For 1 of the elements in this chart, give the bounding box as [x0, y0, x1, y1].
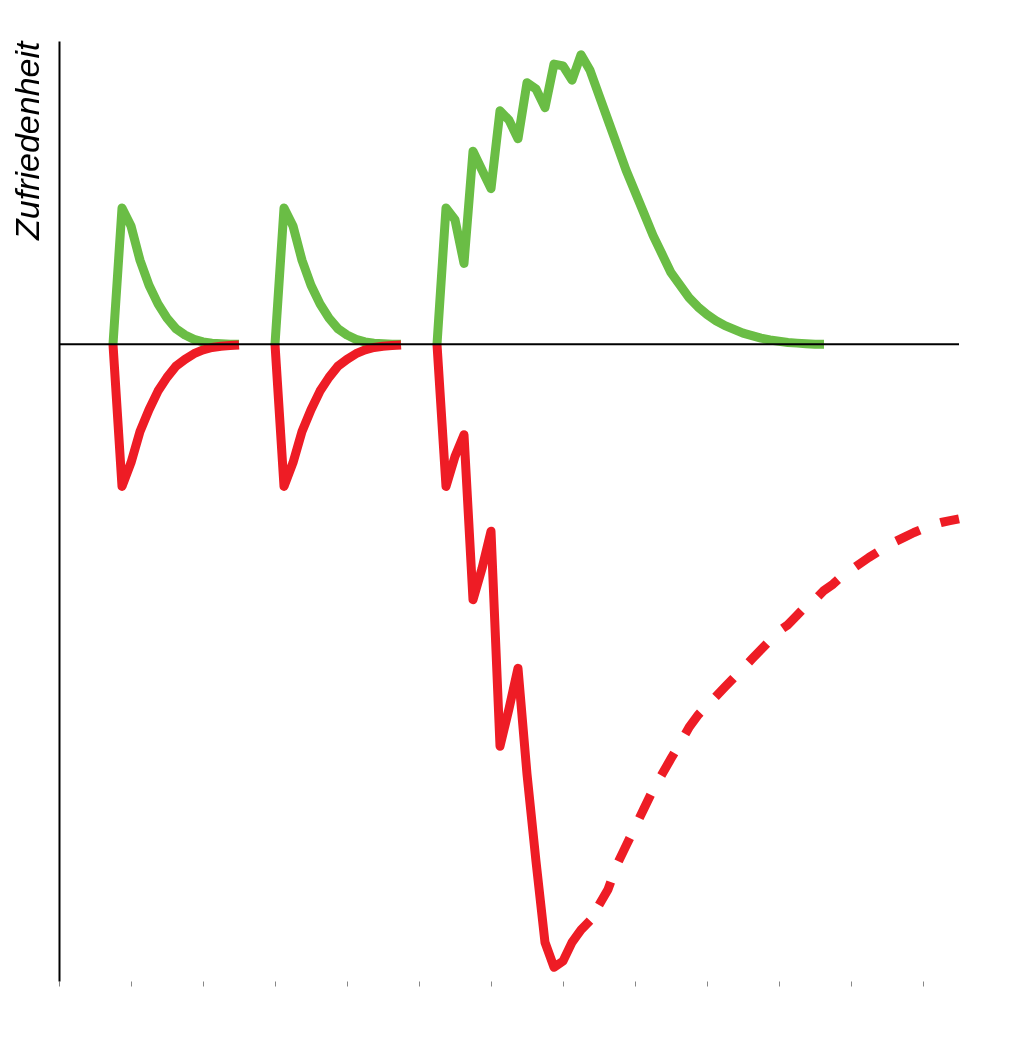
y-axis-title: Zufriedenheit	[7, 39, 46, 241]
